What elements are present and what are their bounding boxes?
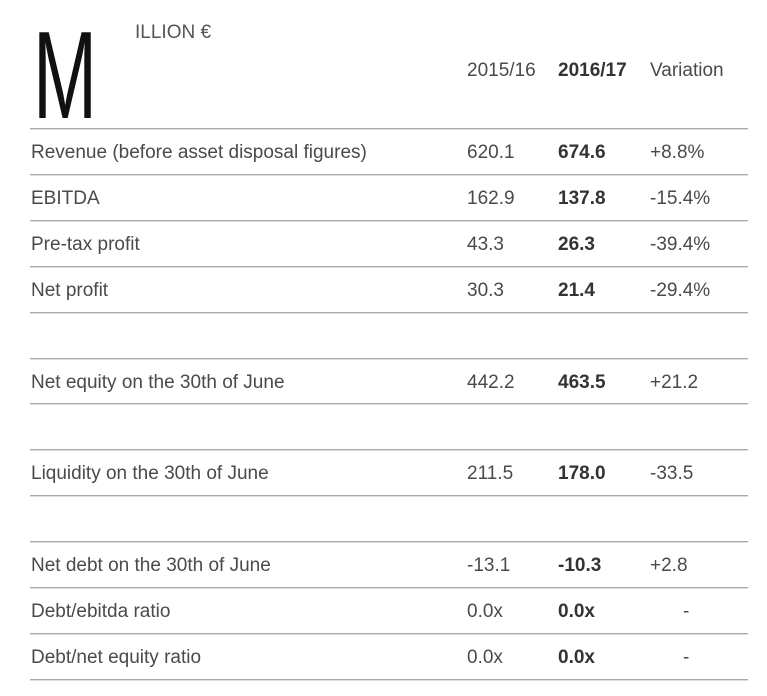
value-cell: 0.0x — [558, 601, 595, 622]
row-divider — [30, 541, 748, 544]
value-cell: 178.0 — [558, 463, 606, 485]
row-label: Net debt on the 30th of June — [31, 555, 271, 577]
unit-label: ILLION € — [135, 22, 212, 43]
row-label: Pre-tax profit — [31, 233, 140, 255]
row-divider — [30, 678, 748, 681]
value-cell: 463.5 — [558, 371, 606, 393]
row-divider — [30, 265, 748, 268]
row-divider — [30, 357, 748, 360]
column-header: 2015/16 — [467, 60, 536, 81]
value-cell: 43.3 — [467, 233, 504, 255]
value-cell: -15.4% — [650, 187, 711, 209]
value-cell: 0.0x — [558, 646, 595, 668]
value-cell: -39.4% — [650, 233, 711, 255]
value-cell: 0.0x — [467, 601, 503, 622]
row-label: Debt/net equity ratio — [31, 646, 202, 668]
value-cell: 21.4 — [558, 279, 595, 301]
row-divider — [30, 311, 748, 314]
row-divider — [30, 632, 748, 635]
row-divider — [30, 173, 748, 176]
value-cell: 620.1 — [467, 142, 515, 163]
row-label: Liquidity on the 30th of June — [31, 463, 269, 485]
row-divider — [30, 219, 748, 222]
row-divider — [30, 403, 748, 406]
column-header: 2016/17 — [558, 60, 627, 81]
row-divider — [30, 587, 748, 589]
row-label: Net equity on the 30th of June — [31, 371, 285, 393]
column-header: Variation — [650, 60, 724, 81]
row-label: Net profit — [31, 279, 109, 301]
initial-letter: M — [33, 7, 98, 145]
value-cell: 674.6 — [558, 142, 606, 163]
value-cell: 26.3 — [558, 233, 595, 255]
value-cell: -10.3 — [558, 555, 602, 577]
value-cell: - — [683, 601, 690, 622]
row-divider — [30, 128, 748, 130]
value-cell: -29.4% — [650, 279, 711, 301]
row-divider — [30, 495, 748, 498]
value-cell: - — [683, 646, 690, 668]
row-label: EBITDA — [31, 187, 100, 209]
value-cell: 137.8 — [558, 187, 606, 209]
value-cell: -33.5 — [650, 463, 694, 485]
value-cell: 442.2 — [467, 371, 515, 393]
value-cell: -13.1 — [467, 555, 511, 577]
value-cell: +2.8 — [650, 555, 688, 577]
value-cell: +21.2 — [650, 371, 699, 393]
row-label: Debt/ebitda ratio — [31, 601, 171, 622]
value-cell: 0.0x — [467, 646, 503, 668]
row-label: Revenue (before asset disposal figures) — [31, 142, 367, 163]
row-divider — [30, 449, 748, 452]
value-cell: +8.8% — [650, 142, 705, 163]
value-cell: 162.9 — [467, 187, 515, 209]
value-cell: 30.3 — [467, 279, 504, 301]
value-cell: 211.5 — [467, 463, 514, 485]
